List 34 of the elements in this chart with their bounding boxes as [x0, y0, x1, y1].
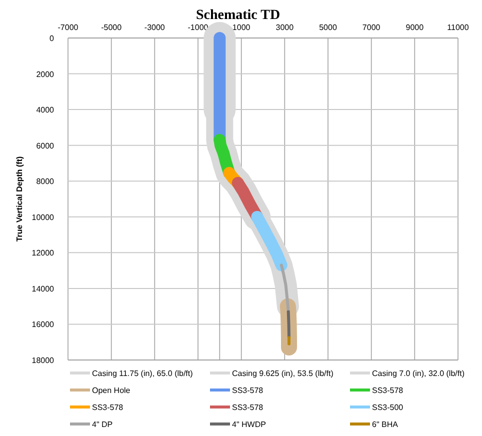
legend-label: SS3-578 — [232, 386, 264, 395]
x-tick-label: -3000 — [144, 23, 166, 32]
chart-title: Schematic TD — [196, 8, 280, 23]
y-tick-label: 16000 — [32, 320, 55, 330]
y-tick-label: 0 — [50, 34, 55, 43]
x-tick-label: 3000 — [276, 23, 294, 32]
legend-label: Open Hole — [92, 386, 131, 395]
y-axis-title: True Vertical Depth (ft) — [15, 156, 24, 242]
y-tick-label: 12000 — [32, 248, 55, 258]
y-tick-label: 2000 — [36, 70, 55, 79]
legend-label: 4" DP — [92, 420, 113, 429]
legend-label: 6" BHA — [372, 420, 399, 429]
legend-label: 4" HWDP — [232, 420, 266, 429]
legend-label: Casing 11.75 (in), 65.0 (lb/ft) — [92, 369, 194, 378]
x-tick-label: 9000 — [406, 23, 424, 32]
x-tick-label: 7000 — [362, 23, 381, 32]
x-tick-label: -7000 — [58, 23, 79, 32]
y-tick-label: 18000 — [32, 356, 55, 365]
y-tick-label: 4000 — [36, 106, 55, 115]
y-tick-label: 14000 — [32, 284, 55, 294]
y-tick-label: 10000 — [32, 212, 55, 222]
y-tick-label: 6000 — [36, 141, 55, 150]
x-tick-label: -1000 — [188, 23, 209, 32]
x-tick-label: -5000 — [101, 23, 122, 32]
legend-label: Casing 7.0 (in), 32.0 (lb/ft) — [372, 369, 465, 378]
legend-label: SS3-578 — [232, 403, 264, 412]
x-tick-label: 5000 — [319, 23, 338, 32]
legend-label: SS3-578 — [372, 386, 404, 395]
legend-label: SS3-578 — [92, 403, 124, 412]
legend-label: Casing 9.625 (in), 53.5 (lb/ft) — [232, 369, 334, 378]
legend-label: SS3-500 — [372, 403, 404, 412]
y-tick-label: 8000 — [36, 177, 55, 186]
x-tick-label: 11000 — [447, 23, 470, 32]
x-tick-label: 1000 — [232, 23, 251, 32]
